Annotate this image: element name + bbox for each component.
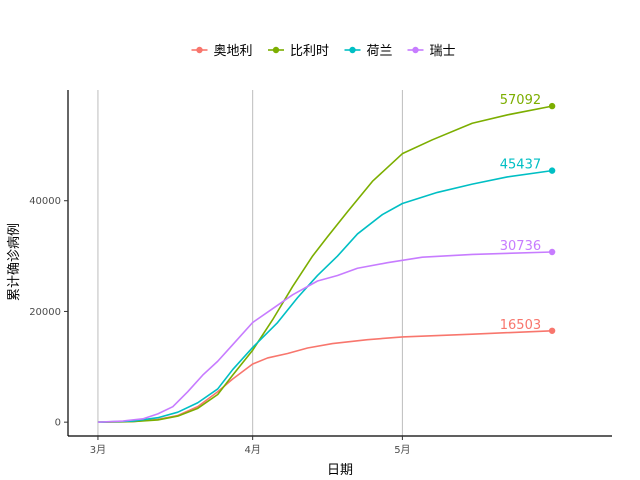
series-end-label-3: 45437 [500, 158, 541, 173]
y-tick-label: 40000 [29, 196, 61, 207]
legend-key-point [349, 46, 356, 54]
series-line-1 [97, 330, 553, 423]
series-end-point-3 [548, 167, 556, 174]
series-line-2 [97, 105, 553, 423]
series-end-label-1: 16503 [500, 318, 541, 333]
legend-key-point [272, 46, 280, 54]
y-tick-label: 0 [55, 418, 61, 429]
x-tick-label: 3月 [90, 444, 106, 456]
legend-key-point [196, 46, 203, 54]
legend-label: 比利时 [290, 44, 329, 59]
axes: 0 20000 40000 3月 4月 5月 [29, 90, 612, 456]
y-tick-label: 20000 [29, 307, 61, 318]
series-end-point-2 [548, 102, 556, 110]
series-end-point-1 [548, 327, 556, 334]
legend-item-1: 奥地利 [191, 44, 253, 59]
series-line-3 [97, 169, 553, 423]
legend-label: 奥地利 [214, 44, 253, 59]
legend-label: 荷兰 [367, 44, 393, 59]
grid-lines [97, 90, 403, 436]
end-labels: 16503 57092 45437 30736 [500, 93, 541, 333]
series-layer [97, 102, 556, 423]
series-end-label-4: 30736 [500, 239, 541, 254]
legend-key-point [412, 46, 419, 54]
legend-item-4: 瑞士 [407, 44, 456, 59]
x-axis-title: 日期 [327, 463, 353, 478]
y-axis-title: 累计确诊病例 [7, 223, 22, 301]
legend: 奥地利 比利时 荷兰 瑞士 [191, 44, 456, 59]
legend-item-3: 荷兰 [344, 44, 393, 59]
series-line-4 [97, 251, 553, 423]
x-tick-label: 4月 [244, 444, 260, 456]
x-tick-label: 5月 [394, 444, 410, 456]
legend-item-2: 比利时 [268, 44, 329, 59]
series-end-point-4 [548, 248, 556, 256]
legend-label: 瑞士 [430, 44, 456, 59]
series-end-label-2: 57092 [500, 93, 541, 108]
